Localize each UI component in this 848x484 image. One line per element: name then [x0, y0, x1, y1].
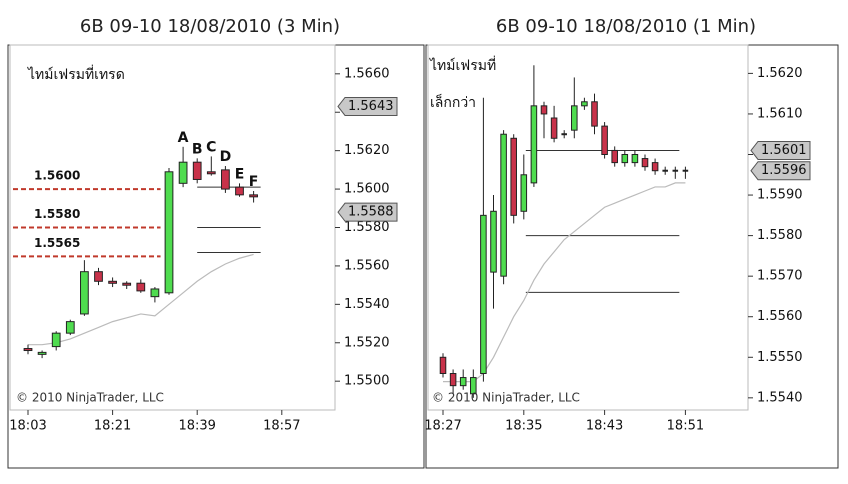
bar-label: F [249, 174, 259, 190]
price-marker-label: 1.5601 [761, 143, 807, 158]
y-tick-label: 1.5560 [757, 309, 803, 324]
y-tick-label: 1.5500 [344, 374, 390, 389]
y-tick-label: 1.5660 [344, 66, 390, 81]
candle-body [108, 280, 117, 284]
annotation: ไทม์เฟรมที่ [429, 56, 496, 74]
candle-body [192, 161, 202, 180]
candle-body [459, 377, 467, 387]
candle-body [37, 351, 47, 355]
price-marker-label: 1.5643 [348, 99, 394, 114]
level-label: 1.5580 [34, 207, 80, 221]
price-marker-label: 1.5596 [761, 163, 807, 178]
y-tick-label: 1.5570 [757, 269, 803, 284]
candle-body [621, 154, 629, 164]
candle-body [601, 125, 608, 156]
y-tick-label: 1.5590 [757, 188, 803, 203]
x-tick-label: 18:43 [586, 419, 623, 434]
x-tick-label: 18:39 [178, 419, 215, 434]
bar-label: E [235, 166, 245, 182]
bar-label: B [192, 141, 203, 157]
annotation: ไทม์เฟรมที่เทรด [27, 65, 125, 83]
copyright: © 2010 NinjaTrader, LLC [432, 391, 580, 405]
moving-average [28, 253, 254, 346]
price-marker [750, 161, 811, 181]
candle-body [23, 348, 33, 352]
x-tick-label: 18:03 [9, 419, 46, 434]
plot-frame [427, 44, 749, 411]
candle-body [439, 356, 447, 374]
candle-body [490, 210, 497, 273]
price-marker [337, 202, 398, 222]
candle-body [122, 282, 132, 286]
candle-body [206, 171, 216, 175]
y-tick-label: 1.5610 [757, 106, 803, 121]
bar-label: A [178, 130, 189, 146]
chart-title: 6B 09-10 18/08/2010 (3 Min) [80, 16, 340, 37]
candle-body [235, 186, 244, 196]
candle-body [631, 154, 639, 164]
candle-body [510, 137, 517, 216]
candle-body [221, 169, 230, 190]
y-tick-label: 1.5520 [344, 335, 390, 350]
candle-body [249, 194, 258, 198]
candle-body [94, 271, 103, 282]
candle-body [651, 162, 659, 172]
y-tick-label: 1.5620 [344, 143, 390, 158]
chart-title: 6B 09-10 18/08/2010 (1 Min) [496, 16, 756, 37]
y-tick-label: 1.5600 [344, 182, 390, 197]
candle-body [80, 271, 89, 315]
y-tick-label: 1.5540 [757, 390, 803, 405]
y-tick-label: 1.5540 [344, 297, 390, 312]
annotation: เล็กกว่า [430, 93, 476, 111]
candle-body [136, 282, 146, 292]
x-tick-label: 18:27 [424, 419, 461, 434]
candle-body [530, 105, 538, 184]
moving-average [443, 182, 686, 383]
x-tick-label: 18:57 [263, 419, 300, 434]
level-label: 1.5600 [34, 169, 80, 183]
candle-body [470, 377, 477, 395]
y-tick-label: 1.5580 [757, 228, 803, 243]
candle-body [65, 321, 75, 334]
candle-body [150, 288, 160, 298]
candle-body [51, 332, 61, 348]
candle-body [480, 214, 487, 374]
y-tick-label: 1.5560 [344, 258, 390, 273]
candle-body [591, 101, 598, 127]
candle-body [520, 174, 528, 212]
x-tick-label: 18:51 [667, 419, 704, 434]
candle-body [540, 105, 548, 115]
x-tick-label: 18:35 [505, 419, 542, 434]
candle-body [571, 105, 578, 131]
y-tick-label: 1.5550 [757, 350, 803, 365]
x-tick-label: 18:21 [94, 419, 131, 434]
price-marker [337, 96, 398, 116]
level-label: 1.5565 [34, 236, 80, 250]
candle-body [611, 149, 618, 164]
candle-body [641, 158, 649, 168]
price-marker-label: 1.5588 [348, 205, 394, 220]
candle-body [178, 161, 188, 184]
bar-label: D [220, 149, 232, 165]
candle-body [164, 171, 174, 294]
y-tick-label: 1.5620 [757, 66, 803, 81]
y-tick-label: 1.5580 [344, 220, 390, 235]
bar-label: C [206, 139, 216, 155]
copyright: © 2010 NinjaTrader, LLC [16, 391, 164, 405]
candle-body [581, 101, 588, 107]
candle-body [449, 373, 457, 387]
price-marker [750, 140, 811, 160]
candle-body [500, 133, 507, 277]
candle-body [550, 117, 558, 139]
